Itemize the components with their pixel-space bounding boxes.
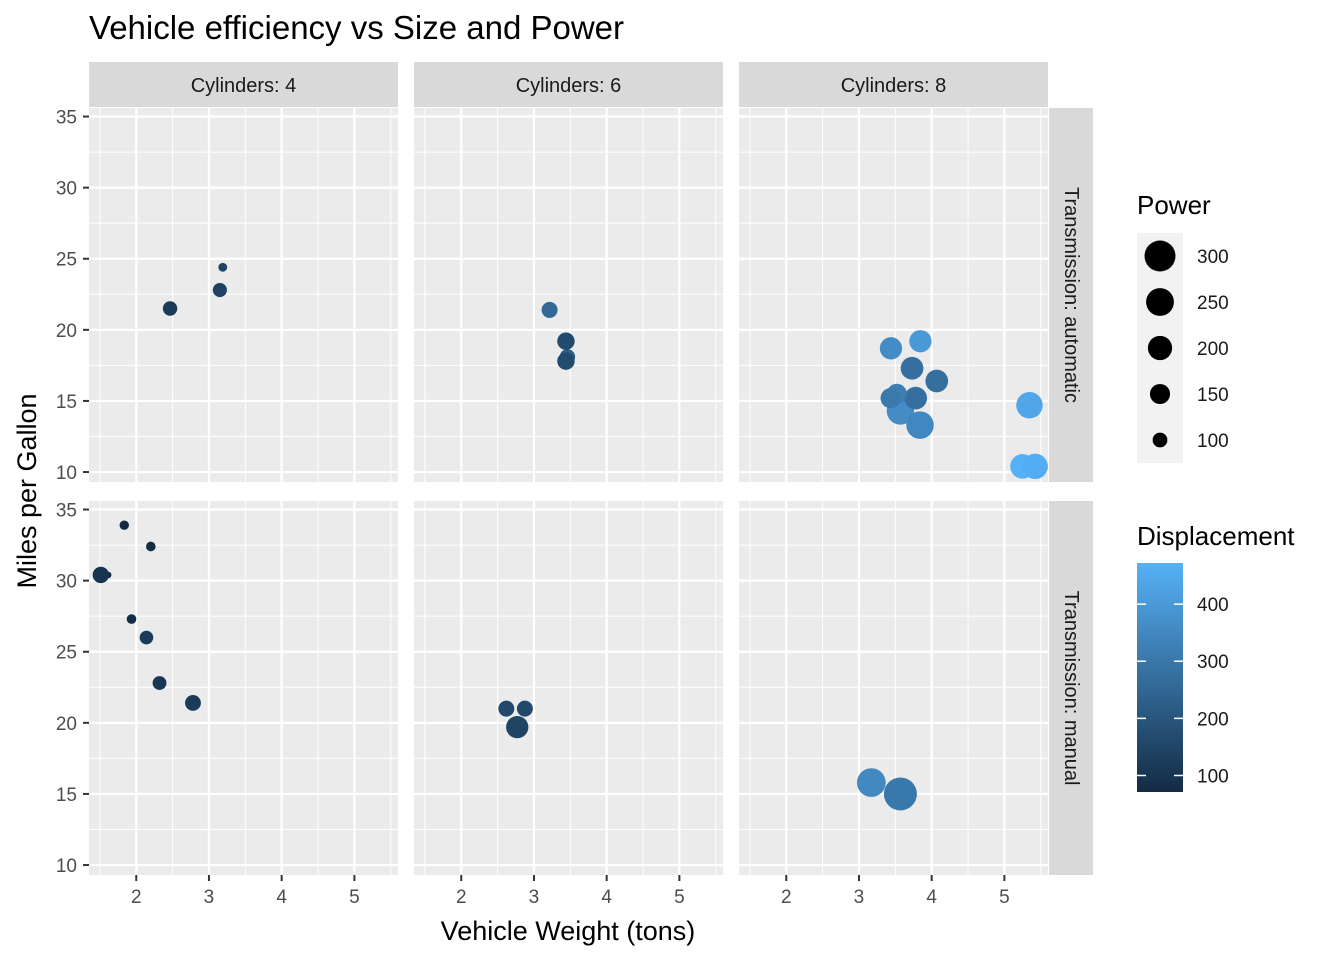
x-tick-label: 3	[529, 887, 540, 908]
x-tick-label: 3	[854, 887, 865, 908]
size-legend-key	[1147, 335, 1173, 361]
data-point	[185, 694, 201, 711]
legends: Power 300 250 200 150 100 Displacement 400 300 20…	[1137, 190, 1295, 792]
data-point	[212, 282, 227, 298]
data-point	[1016, 391, 1043, 419]
strip-cylinders-8	[739, 62, 1048, 107]
x-tick-label: 2	[131, 887, 142, 908]
panel-cyl8-automatic	[739, 108, 1048, 482]
data-point	[557, 332, 575, 350]
data-point	[119, 520, 129, 530]
strip-label-cylinders-8: Cylinders: 8	[841, 75, 947, 97]
strip-transmission-manual	[1049, 501, 1093, 875]
data-point	[557, 352, 575, 370]
strip-label-cylinders-6: Cylinders: 6	[516, 75, 622, 97]
data-point	[856, 768, 886, 797]
panel-background	[414, 108, 723, 482]
x-tick-label: 5	[674, 887, 685, 908]
y-tick-label: 10	[56, 856, 77, 877]
panel-cyl8-manual	[739, 501, 1048, 875]
color-legend-label: 200	[1197, 709, 1229, 730]
data-point	[909, 330, 932, 353]
data-point	[218, 262, 228, 272]
panel-background	[89, 108, 398, 482]
data-point	[498, 700, 515, 717]
strip-label-transmission-automatic: Transmission: automatic	[1060, 187, 1082, 403]
data-point	[879, 337, 903, 360]
data-point	[152, 676, 167, 690]
x-axis-title: Vehicle Weight (tons)	[441, 916, 696, 946]
facet-panels: Cylinders: 4 Cylinders: 6 Cylinders: 8 Tran…	[56, 62, 1093, 908]
data-point	[162, 301, 178, 316]
data-point	[145, 541, 156, 552]
data-point	[139, 630, 154, 645]
panel-background	[414, 501, 723, 875]
data-point	[925, 369, 949, 393]
panel-cyl6-automatic	[414, 108, 723, 482]
color-legend-label: 300	[1197, 652, 1229, 673]
x-tick-label: 5	[349, 887, 360, 908]
y-axis-title: Miles per Gallon	[12, 393, 42, 588]
y-tick-label: 20	[56, 321, 77, 342]
size-legend-label: 200	[1197, 339, 1229, 360]
x-tick-label: 4	[601, 887, 612, 908]
strip-label-transmission-manual: Transmission: manual	[1060, 591, 1082, 786]
size-legend-label: 100	[1197, 431, 1229, 452]
y-tick-label: 10	[56, 463, 77, 484]
size-legend-key	[1144, 240, 1176, 272]
size-legend-key	[1146, 288, 1174, 316]
y-tick-label: 25	[56, 250, 77, 271]
y-tick-label: 35	[56, 108, 77, 129]
size-legend-key	[1149, 383, 1171, 405]
data-point	[541, 301, 558, 318]
size-legend-label: 150	[1197, 385, 1229, 406]
size-legend-key	[1152, 432, 1168, 448]
y-tick-label: 15	[56, 785, 77, 806]
panel-cyl4-automatic	[89, 108, 398, 482]
data-point	[126, 614, 137, 624]
x-tick-label: 3	[204, 887, 215, 908]
color-legend-label: 100	[1197, 766, 1229, 787]
data-point	[880, 388, 901, 409]
y-tick-label: 30	[56, 179, 77, 200]
x-tick-label: 2	[781, 887, 792, 908]
color-legend-label: 400	[1197, 595, 1229, 616]
data-point	[92, 566, 110, 584]
strip-label-cylinders-4: Cylinders: 4	[191, 75, 297, 97]
size-legend-label: 300	[1197, 247, 1229, 268]
data-point	[516, 700, 533, 717]
y-tick-label: 15	[56, 392, 77, 413]
y-tick-label: 35	[56, 501, 77, 522]
size-legend-label: 250	[1197, 293, 1229, 314]
data-point	[904, 386, 928, 410]
data-point	[900, 356, 924, 380]
panel-cyl4-manual	[89, 501, 398, 875]
size-legend-title: Power	[1137, 190, 1211, 220]
x-tick-label: 4	[926, 887, 937, 908]
data-point	[906, 411, 934, 439]
data-point	[1022, 453, 1048, 480]
color-legend-bar	[1137, 563, 1183, 792]
strip-cylinders-6	[414, 62, 723, 107]
x-tick-label: 5	[999, 887, 1010, 908]
data-point	[883, 777, 917, 811]
strip-transmission-automatic	[1049, 108, 1093, 482]
data-point	[506, 715, 529, 739]
y-tick-label: 30	[56, 572, 77, 593]
panel-background	[739, 501, 1048, 875]
panel-background	[89, 501, 398, 875]
y-tick-label: 25	[56, 643, 77, 664]
chart-title: Vehicle efficiency vs Size and Power	[89, 9, 624, 46]
y-tick-label: 20	[56, 714, 77, 735]
strip-cylinders-4	[89, 62, 398, 107]
x-tick-label: 2	[456, 887, 467, 908]
x-tick-label: 4	[276, 887, 287, 908]
panel-cyl6-manual	[414, 501, 723, 875]
color-legend-title: Displacement	[1137, 521, 1295, 551]
